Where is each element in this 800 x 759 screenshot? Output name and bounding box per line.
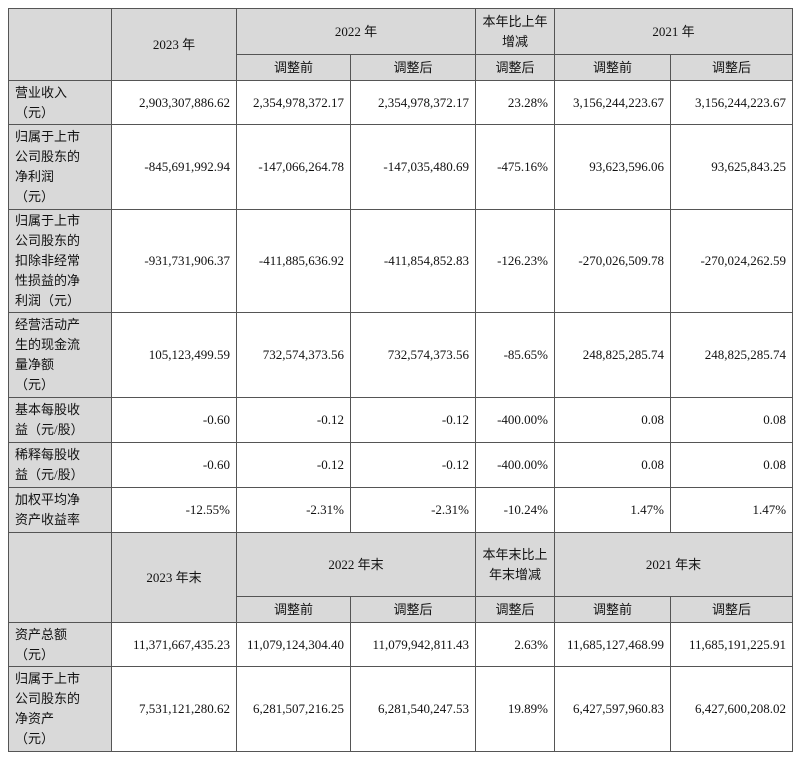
row-label: 归属于上市 公司股东的 净资产 （元）	[8, 666, 112, 752]
cell-2022-before: 6,281,507,216.25	[236, 666, 351, 752]
row-label: 经营活动产 生的现金流 量净额 （元）	[8, 312, 112, 398]
cell-2022-before: -0.12	[236, 397, 351, 443]
subheader-2021-before: 调整前	[554, 54, 672, 81]
cell-2021-before: 248,825,285.74	[554, 312, 672, 398]
cell-2021-before: 1.47%	[554, 487, 672, 533]
table-row-total-assets: 资产总额 （元） 11,371,667,435.23 11,079,124,30…	[8, 622, 794, 667]
header-2021-end: 2021 年末	[554, 532, 794, 597]
cell-2021-after: -270,024,262.59	[670, 209, 794, 313]
cell-2021-after: 3,156,244,223.67	[670, 80, 794, 125]
subheader-2022-end-after: 调整后	[349, 596, 477, 623]
cell-2021-before: 0.08	[554, 442, 672, 488]
subheader-2021-after: 调整后	[670, 54, 794, 81]
cell-2022-after: 2,354,978,372.17	[349, 80, 477, 125]
cell-2022-after: -0.12	[349, 442, 477, 488]
cell-2021-after: 11,685,191,225.91	[670, 622, 794, 667]
key-financial-data-table: 2023 年 2022 年 本年比上年增减 2021 年 调整前 调整后 调整后…	[8, 8, 794, 752]
cell-2022-after: 6,281,540,247.53	[349, 666, 477, 752]
cell-2022-after: -147,035,480.69	[349, 124, 477, 210]
row-label: 加权平均净 资产收益率	[8, 487, 112, 533]
row-label: 归属于上市 公司股东的 净利润 （元）	[8, 124, 112, 210]
header-2023: 2023 年	[111, 8, 237, 81]
header-change-end: 本年末比上年末增减	[475, 532, 556, 597]
cell-2021-before: 3,156,244,223.67	[554, 80, 672, 125]
header-2021: 2021 年	[554, 8, 794, 55]
cell-2022-after: 732,574,373.56	[349, 312, 477, 398]
cell-2021-after: 93,625,843.25	[670, 124, 794, 210]
cell-2021-before: 6,427,597,960.83	[554, 666, 672, 752]
cell-2022-before: -411,885,636.92	[236, 209, 351, 313]
cell-2023: -12.55%	[111, 487, 237, 533]
cell-2022-after: -0.12	[349, 397, 477, 443]
subheader-2022-before: 调整前	[236, 54, 351, 81]
table-row-weighted-roe: 加权平均净 资产收益率 -12.55% -2.31% -2.31% -10.24…	[8, 487, 794, 533]
cell-change: 19.89%	[475, 666, 556, 752]
subheader-2021-end-after: 调整后	[670, 596, 794, 623]
cell-2023: 105,123,499.59	[111, 312, 237, 398]
subheader-2021-end-before: 调整前	[554, 596, 672, 623]
row-label: 基本每股收 益（元/股）	[8, 397, 112, 443]
table-row-basic-eps: 基本每股收 益（元/股） -0.60 -0.12 -0.12 -400.00% …	[8, 397, 794, 443]
cell-2023: 11,371,667,435.23	[111, 622, 237, 667]
cell-2021-after: 0.08	[670, 442, 794, 488]
cell-2021-after: 248,825,285.74	[670, 312, 794, 398]
row-label: 稀释每股收 益（元/股）	[8, 442, 112, 488]
table-row-diluted-eps: 稀释每股收 益（元/股） -0.60 -0.12 -0.12 -400.00% …	[8, 442, 794, 488]
subheader-change-after: 调整后	[475, 54, 556, 81]
table-row-operating-cash-flow: 经营活动产 生的现金流 量净额 （元） 105,123,499.59 732,5…	[8, 312, 794, 398]
cell-2021-before: 93,623,596.06	[554, 124, 672, 210]
cell-2022-before: 11,079,124,304.40	[236, 622, 351, 667]
cell-2022-after: -2.31%	[349, 487, 477, 533]
table-row-net-profit-deducted: 归属于上市 公司股东的 扣除非经常 性损益的净 利润（元） -931,731,9…	[8, 209, 794, 313]
cell-2022-after: -411,854,852.83	[349, 209, 477, 313]
cell-change: -400.00%	[475, 442, 556, 488]
cell-change: -126.23%	[475, 209, 556, 313]
cell-2021-after: 0.08	[670, 397, 794, 443]
subheader-2022-end-before: 调整前	[236, 596, 351, 623]
cell-2022-before: -0.12	[236, 442, 351, 488]
row-label: 营业收入 （元）	[8, 80, 112, 125]
cell-2023: 2,903,307,886.62	[111, 80, 237, 125]
cell-2023: -931,731,906.37	[111, 209, 237, 313]
header-2023-end: 2023 年末	[111, 532, 237, 623]
cell-2023: -845,691,992.94	[111, 124, 237, 210]
cell-2023: 7,531,121,280.62	[111, 666, 237, 752]
cell-2021-after: 6,427,600,208.02	[670, 666, 794, 752]
header-2022-end: 2022 年末	[235, 532, 477, 597]
row-label: 资产总额 （元）	[8, 622, 112, 667]
cell-change: 23.28%	[475, 80, 556, 125]
cell-2022-before: 732,574,373.56	[236, 312, 351, 398]
subheader-2022-after: 调整后	[349, 54, 477, 81]
cell-2021-after: 1.47%	[670, 487, 794, 533]
cell-2022-after: 11,079,942,811.43	[349, 622, 477, 667]
cell-change: -475.16%	[475, 124, 556, 210]
cell-2021-before: 11,685,127,468.99	[554, 622, 672, 667]
subheader-change-end-after: 调整后	[475, 596, 556, 623]
header-item-blank-2	[8, 532, 112, 623]
cell-2021-before: -270,026,509.78	[554, 209, 672, 313]
header-change: 本年比上年增减	[475, 8, 556, 55]
table-row-revenue: 营业收入 （元） 2,903,307,886.62 2,354,978,372.…	[8, 80, 794, 125]
cell-2022-before: 2,354,978,372.17	[236, 80, 351, 125]
cell-2022-before: -147,066,264.78	[236, 124, 351, 210]
header-2022: 2022 年	[235, 8, 477, 55]
cell-2022-before: -2.31%	[236, 487, 351, 533]
cell-2023: -0.60	[111, 442, 237, 488]
cell-2021-before: 0.08	[554, 397, 672, 443]
table-row-net-profit: 归属于上市 公司股东的 净利润 （元） -845,691,992.94 -147…	[8, 124, 794, 210]
row-label: 归属于上市 公司股东的 扣除非经常 性损益的净 利润（元）	[8, 209, 112, 313]
table-row-net-assets: 归属于上市 公司股东的 净资产 （元） 7,531,121,280.62 6,2…	[8, 666, 794, 752]
cell-change: -400.00%	[475, 397, 556, 443]
cell-change: -10.24%	[475, 487, 556, 533]
cell-2023: -0.60	[111, 397, 237, 443]
cell-change: -85.65%	[475, 312, 556, 398]
header-item-blank	[8, 8, 112, 81]
cell-change: 2.63%	[475, 622, 556, 667]
